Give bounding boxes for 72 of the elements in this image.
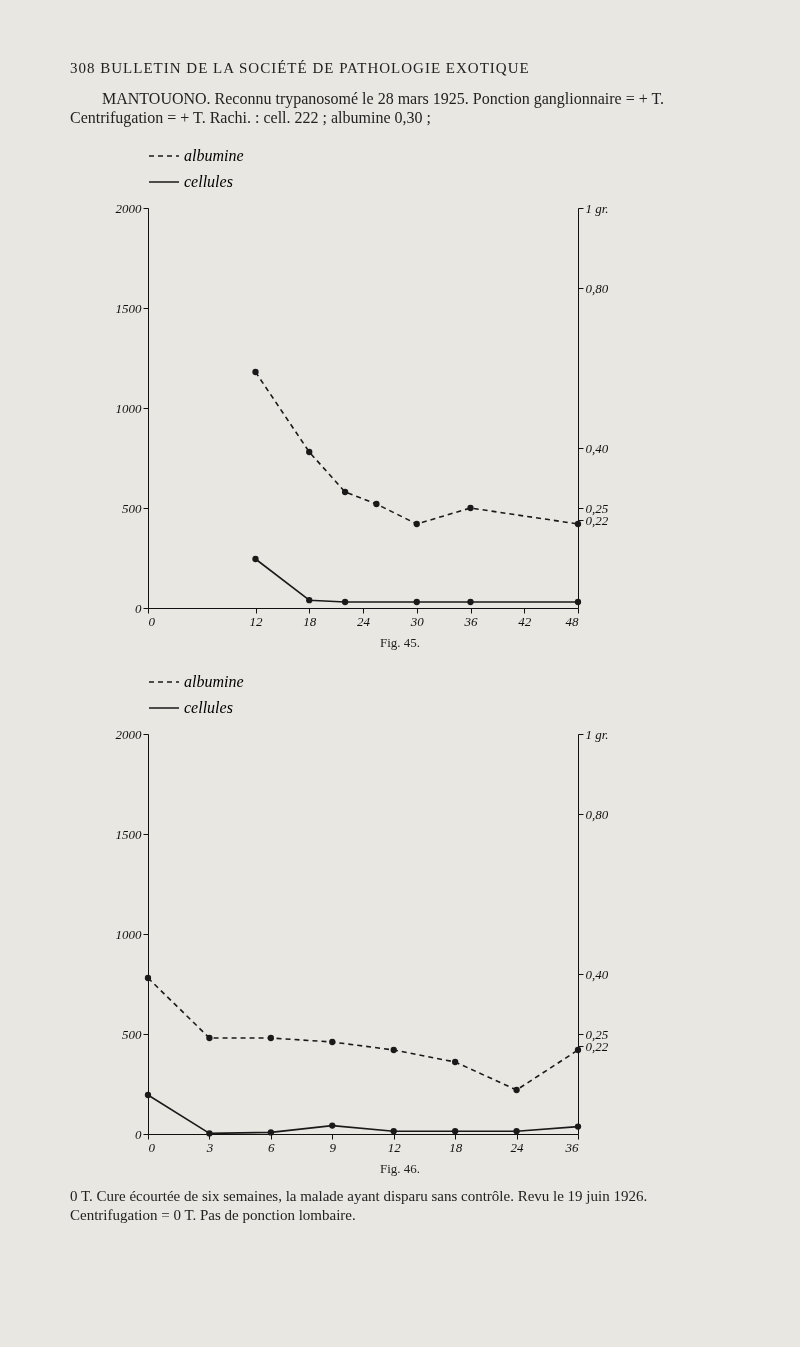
chart-subtitle: MANTOUONO. Reconnu trypanosomé le 28 mars 1925. Ponction ganglionnaire = + T. Centrifugation = + T. Rachi. : cell. 222 ; albumine 0,30 ; [70,89,665,127]
y-tick-label: 1500 [115,300,142,316]
point [329,1038,336,1046]
x-tick-label: 0 [148,1139,156,1155]
point [252,368,259,376]
x-tick-label: 0 [148,613,156,629]
x-tick-label: 18 [303,613,317,629]
point [267,1034,275,1042]
point [574,1123,582,1130]
x-tick-label: 3 [205,1139,214,1155]
point [144,1091,152,1099]
x-tick-label: 6 [268,1139,276,1155]
point [306,448,313,456]
x-tick-label: 9 [329,1139,337,1155]
x-tick-label: 42 [518,613,532,629]
point [574,598,582,606]
x-tick-label: 12 [387,1139,402,1155]
y-tick-label: 1500 [115,826,142,842]
point [373,500,380,508]
x-tick-label: 24 [510,1139,525,1155]
caption: Fig. 46. [378,1161,422,1177]
y-tick-label: 1000 [115,400,142,416]
point [206,1130,213,1137]
point [451,1058,459,1066]
point [451,1128,459,1135]
point [252,555,259,563]
point [413,520,420,528]
legend-label: albumine [184,147,244,164]
x-tick-label: 18 [449,1139,463,1155]
point [467,598,474,606]
y-tick-label: 2000 [115,200,142,216]
y2-tick-label: 1 gr. [585,726,609,742]
chart-title: 308 BULLETIN DE LA SOCIÉTÉ DE PATHOLOGIE EXOTIQUE [70,60,531,77]
y2-tick-label: 0,80 [585,806,609,822]
x-tick-label: 36 [564,1139,579,1155]
y-tick-label: 0 [135,600,142,616]
y2-tick-label: 1 gr. [585,200,609,216]
x-tick-label: 30 [409,613,425,629]
point [513,1128,520,1135]
legend-label: albumine [184,673,244,690]
point [206,1034,213,1042]
caption: Fig. 45. [378,635,422,651]
point [574,520,582,528]
y2-tick-label: 0,40 [585,966,609,982]
x-tick-label: 24 [357,613,371,629]
legend-label: cellules [184,699,233,716]
point [144,974,152,982]
y-tick-label: 500 [122,1026,142,1042]
y2-tick-label: 0,25 [585,1026,609,1042]
point [329,1122,336,1129]
point [306,597,313,604]
x-tick-label: 12 [249,613,263,629]
point [267,1129,275,1136]
text: 0 T. Cure écourtée de six semaines, la malade ayant disparu sans contrôle. Revu le 19 juin 1926. Centrifugation = 0 T. Pas de ponction lombaire. [70,1187,649,1225]
y-tick-label: 0 [135,1126,142,1142]
legend-label: cellules [184,173,233,190]
y-tick-label: 500 [122,500,142,516]
x-tick-label: 48 [565,613,579,629]
y-tick-label: 2000 [115,726,142,742]
point [341,488,349,496]
point [390,1046,397,1054]
point [390,1128,397,1135]
y2-tick-label: 0,40 [585,440,609,456]
point [467,504,474,512]
point [513,1086,520,1094]
point [574,1046,582,1054]
y-tick-label: 1000 [115,926,142,942]
x-tick-label: 36 [463,613,478,629]
point [413,598,420,606]
y2-tick-label: 0,25 [585,500,609,516]
point [341,598,349,606]
y2-tick-label: 0,80 [585,280,609,296]
